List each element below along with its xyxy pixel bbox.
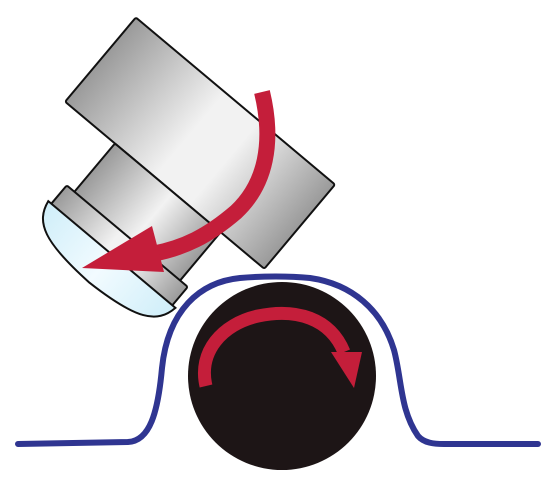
counter-clockwise-arrow-head: [82, 226, 164, 272]
counter-clockwise-arrow: [150, 90, 276, 262]
clockwise-arrow-head: [331, 352, 362, 388]
material-profile-curve: [15, 273, 541, 447]
clockwise-arrow: [198, 306, 351, 388]
